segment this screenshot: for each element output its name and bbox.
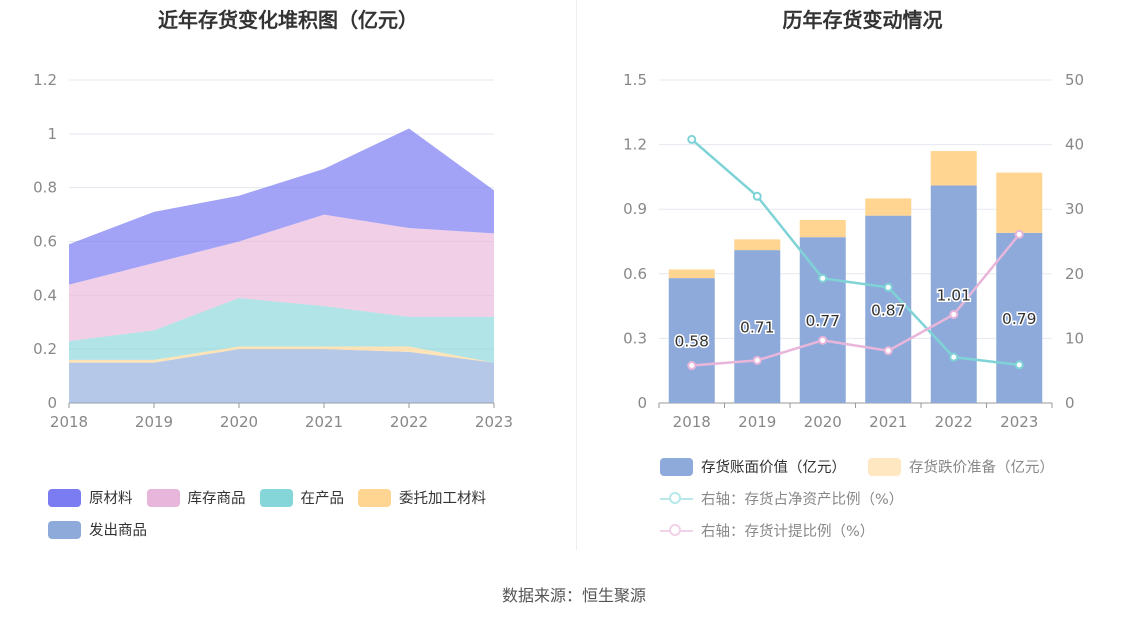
y2-tick-label: 10 [1065,329,1084,347]
legend-swatch-wip[interactable] [259,488,293,507]
line-point [1014,229,1024,239]
line-point [687,134,697,144]
legend-swatch-consigned-materials[interactable] [358,488,391,507]
y-tick-label: 0.9 [623,200,647,218]
x-tick-label: 2022 [390,413,428,431]
legend-label-net-asset-ratio[interactable]: 右轴：存货占净资产比例（%） [701,492,904,508]
legend-label-provision-ratio[interactable]: 右轴：存货计提比例（%） [701,524,875,540]
bar-impairment [799,219,846,238]
x-tick-label: 2018 [50,413,88,431]
y-tick-label: 0.4 [33,286,57,304]
area-series-发出商品 [69,349,494,403]
x-tick-label: 2019 [135,413,173,431]
legend-label-consigned-materials[interactable]: 委托加工材料 [399,491,486,507]
bar-book-value [865,215,912,403]
area-series-委托加工材料 [69,346,494,363]
legend-swatch-book-value[interactable] [660,457,693,476]
line-net-asset-ratio [690,138,1020,367]
bar-value-label: 0.71 [740,319,775,337]
y-tick-label: 1.2 [623,136,647,154]
x-tick-label: 2019 [738,413,776,431]
y2-tick-label: 40 [1065,136,1084,154]
right-legend-row-1: 存货账面价值（亿元） 存货跌价准备（亿元） [660,456,1054,477]
line-point [818,335,828,345]
y-tick-label: 0.8 [33,179,57,197]
y-tick-label: 0.2 [33,340,57,358]
line-point [687,361,697,371]
bar-impairment [996,172,1043,233]
line-point [883,282,893,292]
left-legend-row-2: 发出商品 [48,519,147,540]
y-tick-label: 0.6 [623,265,647,283]
bar-impairment [734,239,781,251]
bar-book-value [996,232,1043,403]
bar-book-value [668,278,715,403]
line-point [818,273,828,283]
y-tick-label: 0 [47,394,57,412]
legend-label-goods-shipped[interactable]: 发出商品 [89,523,147,539]
x-tick-label: 2023 [475,413,513,431]
legend-label-book-value[interactable]: 存货账面价值（亿元） [701,460,846,476]
legend-label-wip[interactable]: 在产品 [300,491,345,507]
legend-label-impairment[interactable]: 存货跌价准备（亿元） [909,460,1054,476]
bar-impairment [930,151,977,186]
line-point [752,355,762,365]
line-point [752,191,762,201]
right-chart-panel: 历年存货变动情况 0 0.3 0.6 0.9 1.2 1.5 0 10 20 30 40 50 0.58… [577,0,1148,560]
line-provision-ratio [691,233,1021,367]
y-tick-label: 0.3 [623,329,647,347]
x-tick-label: 2021 [869,413,907,431]
bar-value-label: 0.77 [805,312,840,330]
legend-swatch-impairment[interactable] [868,457,901,476]
bar-value-label: 0.87 [871,301,906,319]
x-tick-label: 2023 [1000,413,1038,431]
area-series-库存商品 [69,214,494,342]
legend-marker-net-asset-ratio[interactable] [660,490,693,508]
bar-impairment [865,198,912,216]
bar-book-value [734,250,781,403]
x-tick-label: 2020 [220,413,258,431]
y-tick-label: 0.6 [33,233,57,251]
y2-tick-label: 20 [1065,265,1084,283]
left-chart-title: 近年存货变化堆积图（亿元） [158,8,418,32]
y2-tick-label: 0 [1065,394,1075,412]
legend-label-finished-goods[interactable]: 库存商品 [187,491,246,507]
right-chart-title: 历年存货变动情况 [782,8,943,32]
bar-value-label: 0.79 [1002,310,1037,328]
line-point [1014,360,1024,370]
y2-tick-label: 50 [1065,71,1084,89]
y2-tick-label: 30 [1065,200,1084,218]
left-chart-panel: 近年存货变化堆积图（亿元） 0 0.2 0.4 0.6 0.8 1 1.2 2018 2019 2… [0,0,576,560]
x-tick-label: 2018 [673,413,711,431]
x-tick-label: 2020 [804,413,842,431]
line-point [883,346,893,356]
line-point [949,352,959,362]
stacked-area-chart: 0 0.2 0.4 0.6 0.8 1 1.2 2018 2019 2020 2021 2022 202… [33,71,513,431]
right-legend-row-3: 右轴：存货计提比例（%） [660,520,874,541]
x-tick-label: 2021 [305,413,343,431]
bar-value-label: 0.58 [674,333,709,351]
legend-swatch-finished-goods[interactable] [146,488,180,507]
panel-divider [576,0,577,550]
bar-value-label: 1.01 [936,286,971,304]
left-legend-row-1: 原材料 库存商品 在产品 委托加工材料 [48,487,486,508]
legend-marker-provision-ratio[interactable] [660,522,693,540]
bar-impairment [668,269,715,279]
x-tick-label: 2022 [935,413,973,431]
y-tick-label: 1.5 [623,71,647,89]
legend-label-raw-materials[interactable]: 原材料 [89,491,133,507]
y-tick-label: 1 [47,125,57,143]
legend-swatch-raw-materials[interactable] [48,488,81,507]
data-source-note: 数据来源：恒生聚源 [501,586,646,605]
y-tick-label: 0 [637,394,647,412]
line-point [949,309,959,319]
bar-line-chart: 0 0.3 0.6 0.9 1.2 1.5 0 10 20 30 40 50 0.58 0.71 0.77 0… [623,71,1084,431]
y-tick-label: 1.2 [33,71,57,89]
legend-swatch-goods-shipped[interactable] [48,520,81,539]
area-series-在产品 [69,298,494,363]
bar-book-value [799,237,846,403]
area-series-原材料 [69,128,494,285]
right-legend-row-2: 右轴：存货占净资产比例（%） [660,488,903,509]
